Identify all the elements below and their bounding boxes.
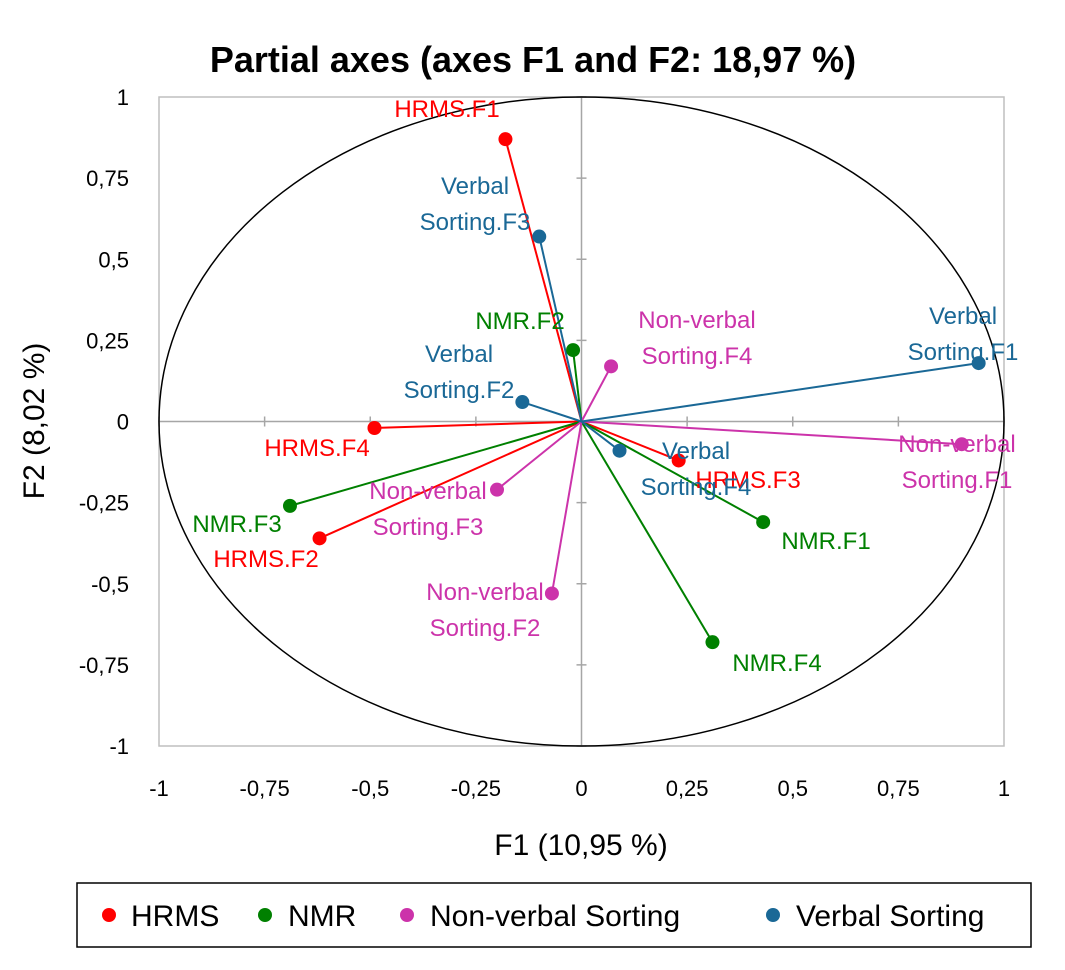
point-label: NMR.F2 <box>475 308 564 335</box>
vector-line <box>550 421 583 594</box>
point-label: Non-verbal Sorting.F2 <box>426 579 543 642</box>
chart-title: Partial axes (axes F1 and F2: 18,97 %) <box>210 39 856 80</box>
data-point <box>532 229 547 244</box>
point-label: HRMS.F2 <box>213 546 318 573</box>
data-point <box>515 395 530 410</box>
y-tick-label: -0,5 <box>91 572 129 597</box>
y-tick-label: 0,25 <box>86 328 129 353</box>
x-tick-label: -0,5 <box>351 776 389 801</box>
y-tick-label: 0 <box>117 410 129 435</box>
legend-box <box>76 882 1032 948</box>
vector-line <box>374 420 582 429</box>
point-label: HRMS.F3 <box>695 467 800 494</box>
point-label: Verbal Sorting.F3 <box>420 173 531 236</box>
point-label: Verbal Sorting.F1 <box>908 303 1019 366</box>
vector-line <box>504 138 583 422</box>
legend-label: Verbal Sorting <box>796 900 984 933</box>
data-point <box>544 586 559 601</box>
vector-line <box>538 236 583 422</box>
x-tick-label: -0,25 <box>451 776 501 801</box>
x-tick-label: 0,75 <box>877 776 920 801</box>
point-label: Verbal Sorting.F4 <box>641 438 752 501</box>
correlation-circle <box>158 96 1005 747</box>
point-label: Non-verbal Sorting.F1 <box>898 431 1015 494</box>
vector-line <box>522 401 582 423</box>
y-axis-title: F2 (8,02 %) <box>18 343 51 500</box>
data-point <box>756 515 771 530</box>
legend-marker <box>258 908 272 922</box>
vector-line <box>581 362 979 423</box>
vector-line <box>581 420 764 523</box>
y-tick-label: -0,75 <box>79 653 129 678</box>
point-label: Verbal Sorting.F2 <box>404 341 515 404</box>
data-point <box>367 420 382 435</box>
legend-marker <box>400 908 414 922</box>
point-label: Non-verbal Sorting.F3 <box>369 478 486 541</box>
data-point <box>705 635 720 650</box>
x-tick-label: 0,5 <box>777 776 808 801</box>
vector-line <box>580 420 714 643</box>
data-point <box>671 453 686 468</box>
legend-label: HRMS <box>131 900 219 933</box>
point-label: Non-verbal Sorting.F4 <box>638 307 755 370</box>
data-point <box>282 498 297 513</box>
legend-label: NMR <box>288 900 356 933</box>
legend: HRMS NMR Non-verbal Sorting Verbal Sorting <box>102 900 984 933</box>
x-tick-label: 1 <box>998 776 1010 801</box>
vector-line <box>289 420 582 507</box>
y-tick-label: -0,25 <box>79 491 129 516</box>
legend-marker <box>766 908 780 922</box>
y-tick-label: 0,75 <box>86 166 129 191</box>
y-tick-label: 1 <box>117 85 129 110</box>
x-tick-label: 0 <box>575 776 587 801</box>
data-point <box>312 531 327 546</box>
point-label: HRMS.F4 <box>264 435 369 462</box>
y-tick-label: 0,5 <box>98 247 129 272</box>
x-tick-label: 0,25 <box>666 776 709 801</box>
point-label: HRMS.F1 <box>394 96 499 123</box>
vector-line <box>319 420 582 540</box>
x-tick-label: -0,75 <box>240 776 290 801</box>
legend-label: Non-verbal Sorting <box>430 900 680 933</box>
vector-line <box>580 365 612 422</box>
data-point <box>498 132 513 147</box>
vector-line <box>581 420 680 462</box>
point-label: NMR.F4 <box>732 650 821 677</box>
data-point <box>612 443 627 458</box>
vector-line <box>572 349 583 422</box>
data-point <box>490 482 504 497</box>
data-point <box>971 356 986 371</box>
vector-line <box>580 420 621 452</box>
point-label: NMR.F1 <box>781 528 870 555</box>
point-label: NMR.F3 <box>192 511 281 538</box>
x-axis-title: F1 (10,95 %) <box>494 829 667 862</box>
vector-line <box>581 420 962 446</box>
legend-marker <box>102 908 116 922</box>
vector-line <box>496 420 583 491</box>
data-point <box>566 343 581 358</box>
x-tick-label: -1 <box>149 776 169 801</box>
data-point <box>604 359 619 374</box>
data-point <box>954 437 969 452</box>
y-tick-label: -1 <box>109 734 129 759</box>
